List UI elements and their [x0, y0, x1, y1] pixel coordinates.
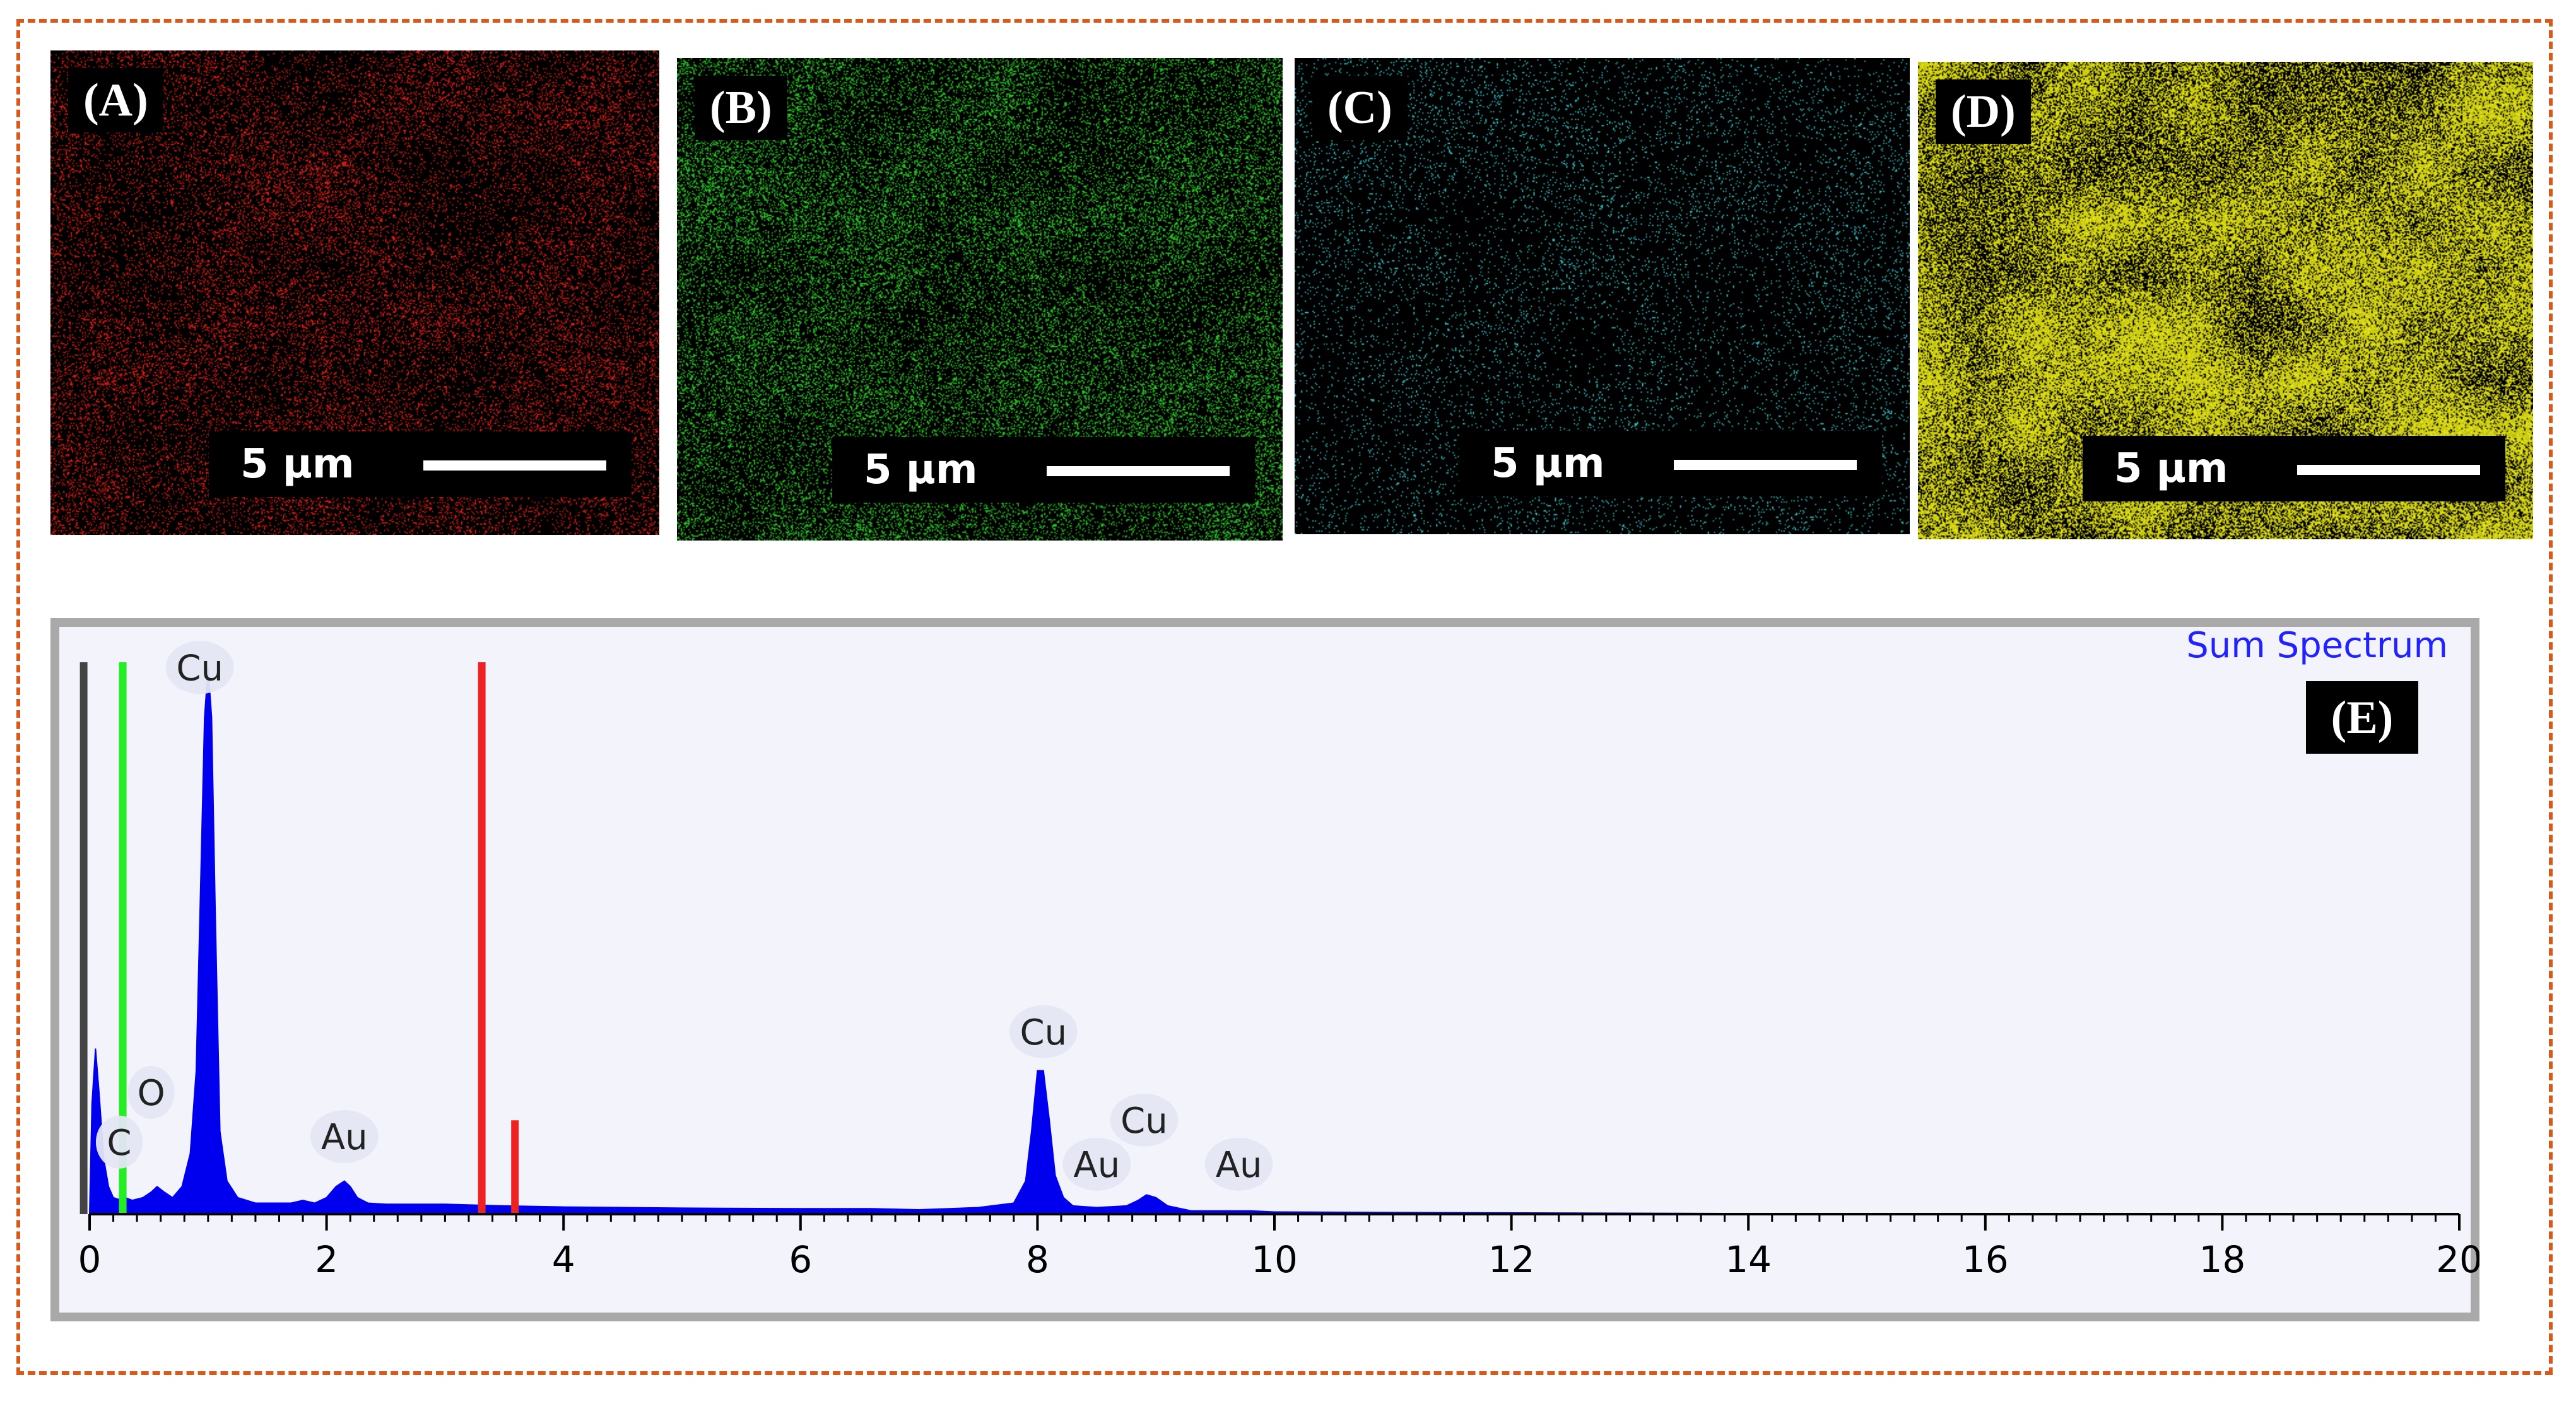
peak-label-6: Cu [1120, 1101, 1168, 1142]
eds-spectrum-panel: Sum Spectrum (E) 0 2 4 6 8 10 12 14 16 18 20 Cu O C Au… [50, 618, 2479, 1321]
scale-bar-line-b [1047, 466, 1230, 476]
peak-label-5: Au [1073, 1145, 1120, 1186]
x-tick-label: 0 [78, 1238, 102, 1281]
scale-bar-text-a: 5 µm [240, 441, 355, 488]
scale-bar-line-d [2297, 465, 2480, 475]
scale-bar-line-a [423, 460, 606, 471]
peak-label-7: Au [1216, 1145, 1262, 1186]
peak-label-2: C [107, 1123, 131, 1164]
peak-label-4: Cu [1020, 1012, 1067, 1053]
spectrum-series-0 [88, 667, 2460, 1215]
eds-map-d: (D) 5 µm [1918, 62, 2533, 539]
peak-label-0: Cu [176, 648, 223, 689]
peak-label-halo-1 [127, 1066, 175, 1119]
panel-label-c: (C) [1312, 76, 1408, 140]
x-tick-label: 14 [1725, 1238, 1772, 1281]
eds-map-b: (B) 5 µm [677, 58, 1283, 541]
scale-bar-b: 5 µm [832, 437, 1255, 503]
scale-bar-a: 5 µm [209, 431, 632, 497]
peak-label-halo-4 [1009, 1005, 1078, 1058]
peak-label-1: O [138, 1073, 165, 1114]
x-tick-label: 2 [315, 1238, 338, 1281]
panel-label-e: (E) [2331, 692, 2394, 744]
x-tick-label: 12 [1488, 1238, 1535, 1281]
scale-bar-line-c [1674, 460, 1857, 470]
peak-label-halo-7 [1204, 1137, 1273, 1191]
peak-label-halo-3 [310, 1110, 379, 1163]
x-tick-label: 8 [1026, 1238, 1049, 1281]
peak-label-3: Au [321, 1117, 368, 1158]
panel-label-e-box [2306, 681, 2418, 754]
x-tick-label: 10 [1251, 1238, 1298, 1281]
figure-frame [16, 19, 2553, 1375]
peak-label-halo-2 [95, 1115, 143, 1169]
x-tick-label: 18 [2199, 1238, 2245, 1281]
panel-label-a: (A) [68, 68, 163, 132]
panel-label-d: (D) [1936, 79, 2031, 144]
scale-bar-d: 5 µm [2083, 436, 2505, 501]
x-tick-label: 20 [2436, 1238, 2479, 1281]
scale-bar-text-c: 5 µm [1491, 440, 1605, 487]
spectrum-legend: Sum Spectrum [2186, 625, 2448, 666]
peak-label-halo-0 [165, 641, 234, 694]
panel-label-b: (B) [695, 76, 787, 140]
scale-bar-text-d: 5 µm [2114, 445, 2228, 492]
eds-map-a: (A) 5 µm [50, 50, 659, 535]
peak-label-halo-6 [1110, 1093, 1179, 1147]
scale-bar-c: 5 µm [1459, 431, 1882, 496]
x-tick-label: 4 [552, 1238, 575, 1281]
plot-background [59, 627, 2471, 1313]
peak-label-halo-5 [1062, 1137, 1131, 1191]
scale-bar-text-b: 5 µm [864, 447, 978, 493]
x-tick-label: 16 [1962, 1238, 2009, 1281]
eds-map-c: (C) 5 µm [1295, 58, 1910, 534]
x-tick-label: 6 [789, 1238, 812, 1281]
eds-spectrum-chart: Sum Spectrum (E) 0 2 4 6 8 10 12 14 16 18 20 Cu OC Au… [59, 625, 2479, 1313]
